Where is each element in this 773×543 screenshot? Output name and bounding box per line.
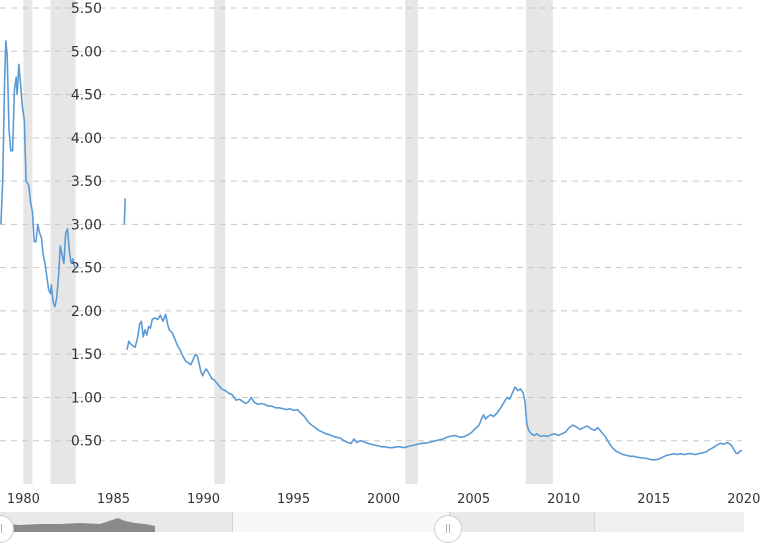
navigator-right-handle[interactable]: || — [434, 515, 462, 543]
x-tick-label: 2015 — [637, 492, 670, 507]
x-tick-label: 2005 — [457, 492, 490, 507]
range-navigator[interactable]: || || — [0, 512, 744, 543]
y-tick-label: 1.50 — [71, 347, 102, 363]
y-axis-ticks: 0.50 1.00 1.50 2.00 2.50 3.00 3.50 4.00 4.50 5.00… — [71, 1, 102, 450]
recession-bands — [23, 0, 553, 484]
recession-band-2 — [50, 0, 76, 484]
recession-band-1 — [23, 0, 33, 484]
gridlines — [0, 7, 742, 442]
y-tick-label: 1.00 — [71, 390, 102, 406]
y-tick-label: 5.50 — [71, 1, 102, 17]
series-layer — [0, 40, 743, 461]
x-tick-label: 1980 — [7, 492, 40, 507]
navigator-selection-window[interactable] — [232, 512, 450, 532]
y-tick-label: 2.50 — [71, 261, 102, 277]
y-tick-label: 3.00 — [71, 217, 102, 233]
x-tick-label: 1985 — [97, 492, 130, 507]
y-tick-label: 2.00 — [71, 304, 102, 320]
series-line-segment-3 — [126, 313, 743, 461]
y-tick-label: 4.50 — [71, 88, 102, 104]
x-tick-label: 2010 — [547, 492, 580, 507]
recession-band-5 — [525, 0, 553, 484]
x-tick-label: 2020 — [727, 492, 760, 507]
series-line-segment-2 — [123, 198, 126, 225]
x-axis-ticks: 1980 1985 1990 1995 2000 2005 2010 2015 2020 — [7, 492, 760, 507]
x-tick-label: 1995 — [277, 492, 310, 507]
navigator-right-track[interactable] — [594, 512, 744, 532]
navigator-mini-chart — [0, 518, 155, 532]
y-tick-label: 4.00 — [71, 131, 102, 147]
x-tick-label: 2000 — [367, 492, 400, 507]
series-line-segment-1 — [0, 40, 76, 308]
y-tick-label: 3.50 — [71, 174, 102, 190]
x-tick-label: 1990 — [187, 492, 220, 507]
y-tick-label: 0.50 — [71, 434, 102, 450]
recession-band-4 — [405, 0, 418, 484]
recession-band-3 — [214, 0, 226, 484]
y-tick-label: 5.00 — [71, 44, 102, 60]
